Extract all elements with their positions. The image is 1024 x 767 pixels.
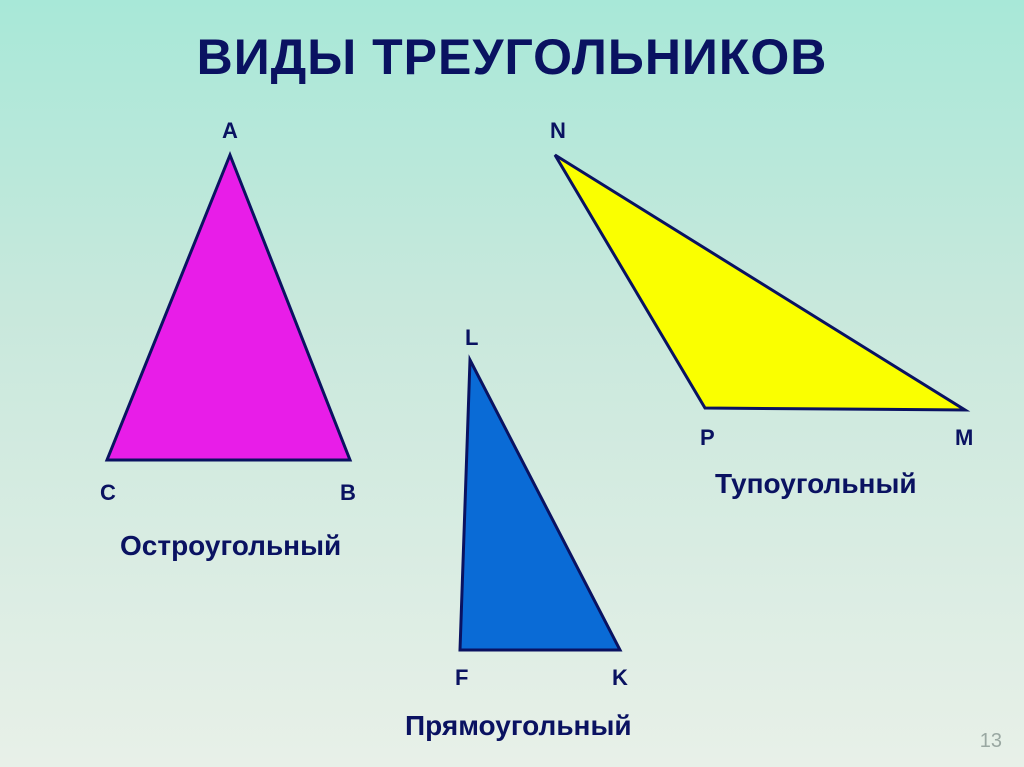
- vertex-P: P: [700, 425, 715, 451]
- vertex-C: C: [100, 480, 116, 506]
- vertex-N: N: [550, 118, 566, 144]
- right-triangle: [460, 360, 620, 650]
- right-caption: Прямоугольный: [405, 710, 632, 742]
- vertex-B: B: [340, 480, 356, 506]
- vertex-F: F: [455, 665, 468, 691]
- obtuse-caption: Тупоугольный: [715, 468, 917, 500]
- page-number: 13: [980, 730, 1002, 753]
- vertex-M: M: [955, 425, 973, 451]
- vertex-L: L: [465, 325, 478, 351]
- obtuse-triangle: [555, 155, 965, 410]
- acute-caption: Остроугольный: [120, 530, 341, 562]
- triangle-canvas: [0, 0, 1024, 767]
- vertex-K: K: [612, 665, 628, 691]
- acute-triangle: [107, 155, 350, 460]
- vertex-A: A: [222, 118, 238, 144]
